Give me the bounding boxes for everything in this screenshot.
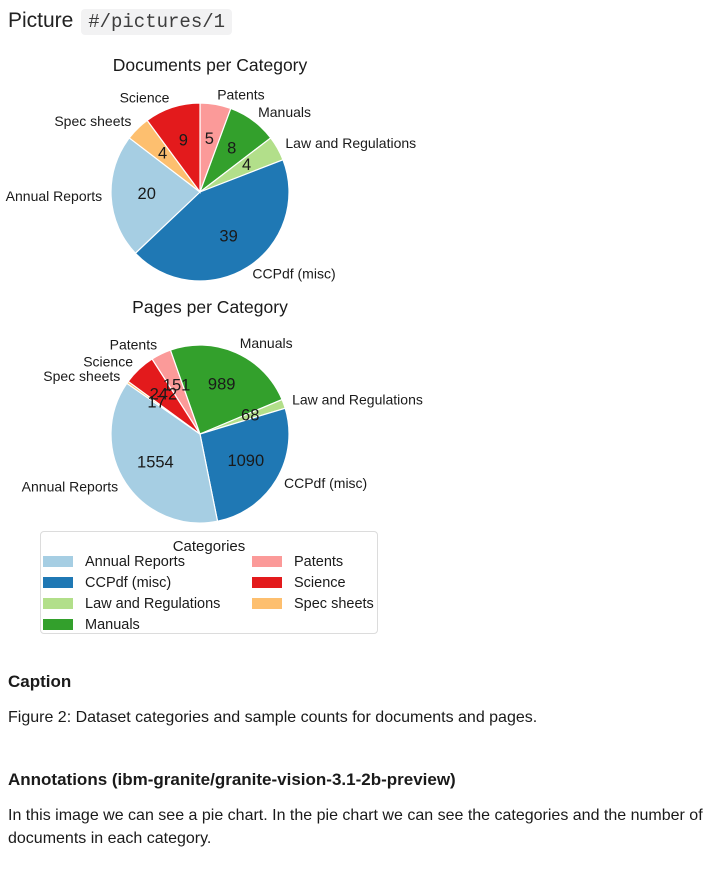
svg-text:Patents: Patents [217, 86, 264, 102]
svg-text:4: 4 [158, 144, 167, 162]
svg-text:242: 242 [150, 385, 178, 403]
svg-text:Manuals: Manuals [240, 335, 293, 351]
svg-text:8: 8 [227, 139, 236, 157]
svg-text:9: 9 [179, 132, 188, 150]
svg-text:Spec sheets: Spec sheets [43, 367, 120, 383]
svg-text:Manuals: Manuals [258, 104, 311, 120]
svg-text:CCPdf (misc): CCPdf (misc) [252, 265, 335, 281]
svg-text:Annual Reports: Annual Reports [22, 478, 119, 494]
svg-text:Annual Reports: Annual Reports [6, 188, 103, 204]
svg-text:Science: Science [120, 90, 170, 106]
svg-text:1554: 1554 [137, 453, 174, 471]
svg-text:4: 4 [242, 156, 251, 174]
svg-text:39: 39 [219, 227, 237, 245]
svg-text:Science: Science [83, 353, 133, 369]
svg-text:20: 20 [138, 185, 156, 203]
svg-text:Patents: Patents [110, 336, 157, 352]
svg-text:1090: 1090 [227, 451, 264, 469]
svg-text:68: 68 [241, 406, 259, 424]
svg-text:5: 5 [205, 130, 214, 148]
svg-text:Spec sheets: Spec sheets [54, 113, 131, 129]
svg-text:989: 989 [208, 375, 236, 393]
svg-text:Law and Regulations: Law and Regulations [285, 135, 416, 151]
svg-text:Law and Regulations: Law and Regulations [292, 391, 423, 407]
svg-text:CCPdf (misc): CCPdf (misc) [284, 475, 367, 491]
